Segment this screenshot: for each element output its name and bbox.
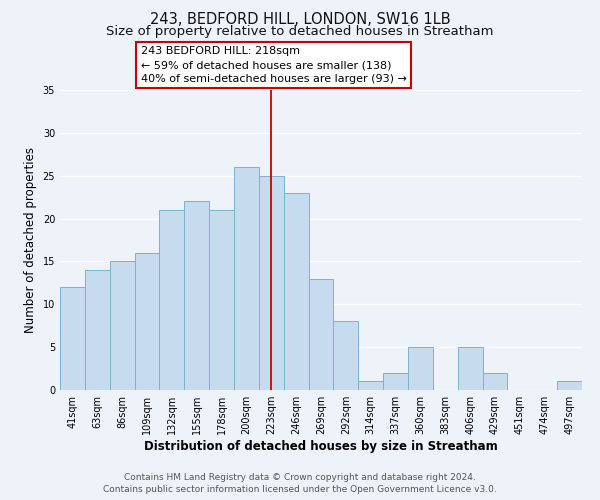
Text: Size of property relative to detached houses in Streatham: Size of property relative to detached ho…	[106, 25, 494, 38]
Bar	[458, 347, 482, 390]
X-axis label: Distribution of detached houses by size in Streatham: Distribution of detached houses by size …	[144, 440, 498, 453]
Text: Contains HM Land Registry data © Crown copyright and database right 2024.: Contains HM Land Registry data © Crown c…	[124, 473, 476, 482]
Text: 243 BEDFORD HILL: 218sqm
← 59% of detached houses are smaller (138)
40% of semi-: 243 BEDFORD HILL: 218sqm ← 59% of detach…	[141, 46, 407, 84]
Bar	[482, 373, 508, 390]
Bar	[234, 167, 259, 390]
Bar	[284, 193, 308, 390]
Bar	[134, 253, 160, 390]
Bar	[334, 322, 358, 390]
Bar	[408, 347, 433, 390]
Bar	[184, 202, 209, 390]
Bar	[60, 287, 85, 390]
Bar	[383, 373, 408, 390]
Bar	[308, 278, 334, 390]
Y-axis label: Number of detached properties: Number of detached properties	[24, 147, 37, 333]
Bar	[358, 382, 383, 390]
Bar	[259, 176, 284, 390]
Bar	[160, 210, 184, 390]
Bar	[209, 210, 234, 390]
Bar	[557, 382, 582, 390]
Bar	[85, 270, 110, 390]
Bar	[110, 262, 134, 390]
Text: Contains public sector information licensed under the Open Government Licence v3: Contains public sector information licen…	[103, 484, 497, 494]
Text: 243, BEDFORD HILL, LONDON, SW16 1LB: 243, BEDFORD HILL, LONDON, SW16 1LB	[149, 12, 451, 28]
